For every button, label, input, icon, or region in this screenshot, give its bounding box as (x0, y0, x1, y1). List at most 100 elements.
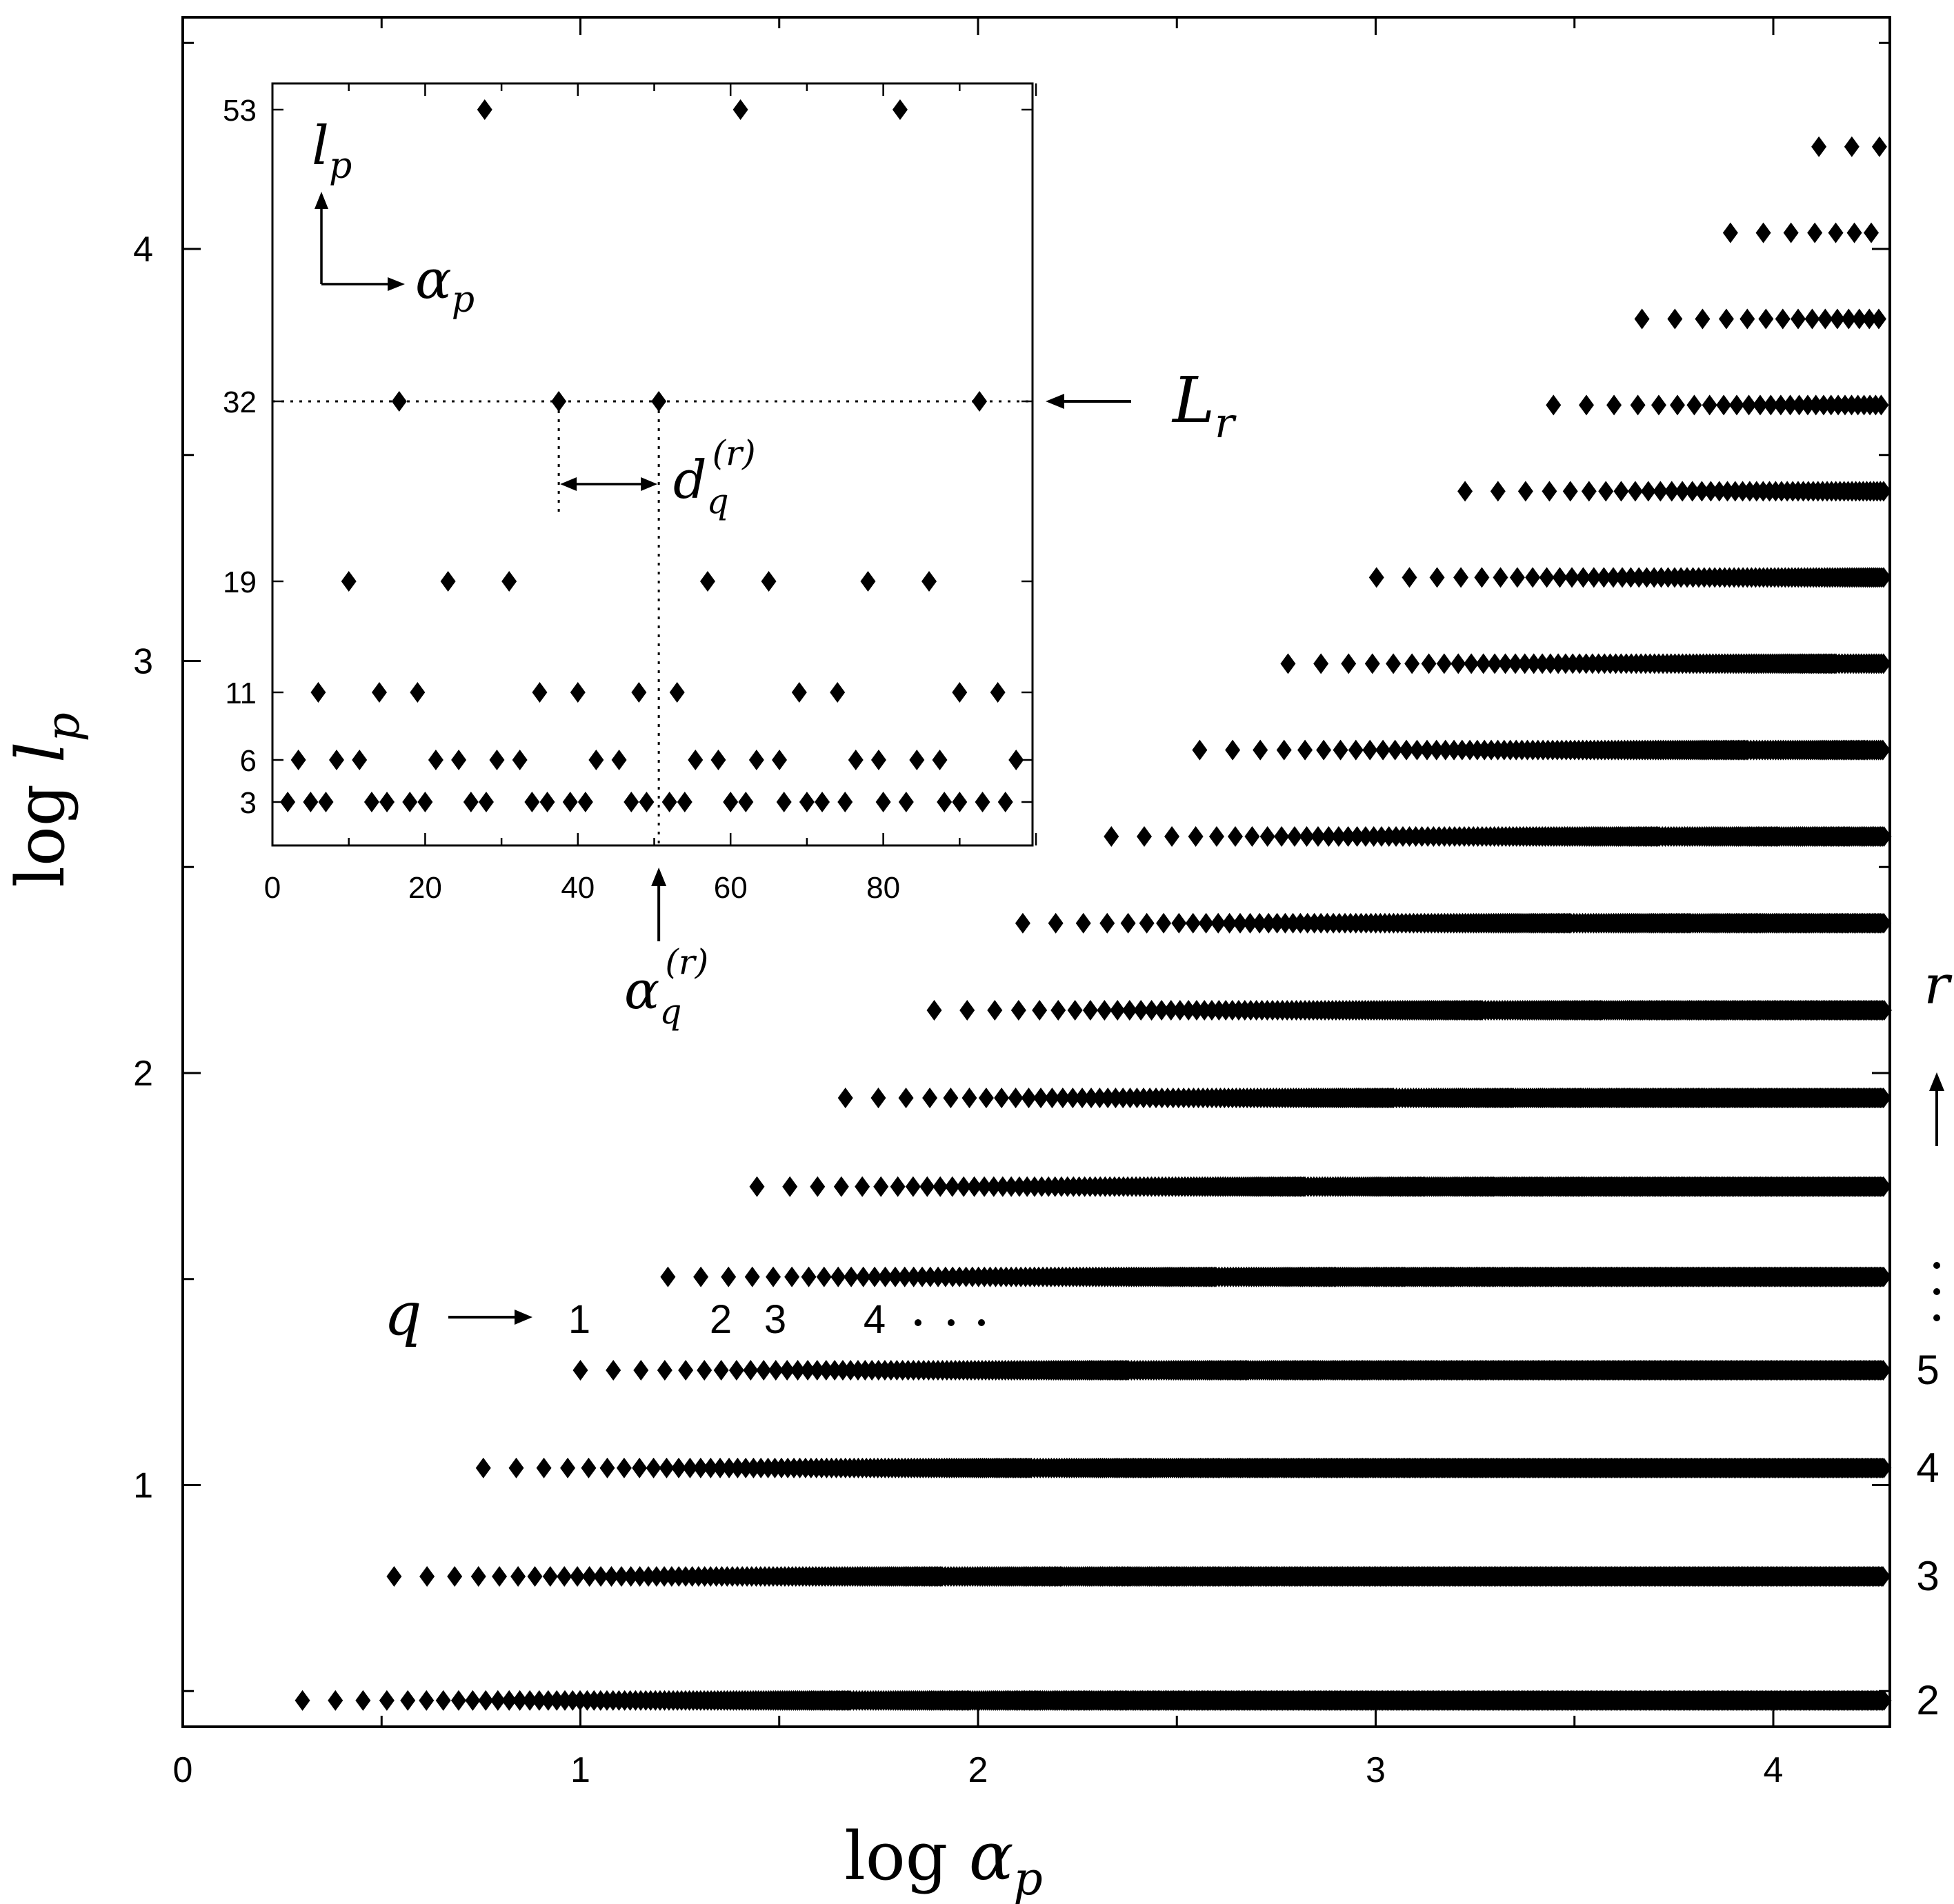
data-point (1330, 826, 1346, 848)
data-point (1875, 1088, 1891, 1109)
data-point (943, 1088, 959, 1109)
data-point (616, 1457, 632, 1479)
series-r-8 (837, 1088, 1891, 1109)
data-point (478, 1690, 494, 1711)
data-point (977, 1176, 993, 1197)
y-tick-label: 3 (133, 642, 153, 682)
data-point (1198, 912, 1214, 934)
data-point (470, 1566, 486, 1587)
data-point (632, 1566, 648, 1587)
data-point (1015, 912, 1030, 934)
data-point (800, 1359, 816, 1381)
data-point (1010, 1000, 1026, 1021)
data-point (508, 1457, 524, 1479)
series-r-7 (749, 1176, 1891, 1197)
data-point (867, 1266, 883, 1287)
data-point (1065, 1088, 1081, 1109)
data-point (1349, 826, 1365, 848)
data-point (833, 1176, 849, 1197)
data-point (1164, 826, 1180, 848)
data-point (465, 1690, 481, 1711)
data-point (386, 1566, 402, 1587)
data-point (766, 1266, 781, 1287)
data-point (713, 1359, 729, 1381)
x-tick-label: 3 (1366, 1750, 1386, 1790)
data-point (1409, 739, 1425, 761)
data-point (887, 1266, 903, 1287)
data-point (1454, 739, 1470, 761)
data-point (1366, 826, 1382, 848)
series-r-12 (1192, 739, 1891, 761)
data-point (671, 1457, 687, 1479)
plot-frame (181, 16, 1891, 1728)
data-point (922, 1088, 938, 1109)
data-point (1419, 739, 1435, 761)
data-point (956, 1176, 972, 1197)
data-point (944, 1176, 960, 1197)
data-point (1225, 739, 1241, 761)
data-point (581, 1566, 597, 1587)
data-point (790, 1359, 806, 1381)
data-point (768, 1359, 784, 1381)
data-point (557, 1566, 572, 1587)
data-point (1876, 826, 1892, 848)
data-point (1269, 912, 1285, 934)
data-point (728, 1359, 744, 1381)
y-axis-label: log lp (2, 712, 90, 887)
data-point (744, 1266, 760, 1287)
data-point (1437, 739, 1453, 761)
data-point (1446, 739, 1462, 761)
data-point (827, 1359, 843, 1381)
data-point (1120, 912, 1136, 934)
data-point (606, 1359, 621, 1381)
series-r-11 (1104, 826, 1892, 848)
data-point (1232, 912, 1248, 934)
data-point (599, 1457, 615, 1479)
data-point (870, 1088, 886, 1109)
data-point (660, 1266, 676, 1287)
data-point (966, 1176, 982, 1197)
data-point (1121, 1000, 1137, 1021)
data-point (419, 1690, 435, 1711)
data-point (1259, 826, 1275, 848)
data-point (501, 1690, 517, 1711)
data-point (657, 1359, 672, 1381)
data-point (1208, 826, 1224, 848)
data-point (1228, 826, 1244, 848)
data-point (1033, 1088, 1049, 1109)
data-point (540, 1690, 556, 1711)
data-point (1261, 912, 1277, 934)
y-tick-label: 4 (133, 230, 153, 270)
data-point (1876, 1457, 1892, 1479)
x-axis-label: log αp (844, 1818, 1043, 1904)
data-point (1875, 1566, 1891, 1587)
series-r-3 (386, 1566, 1891, 1587)
data-point (1188, 1000, 1204, 1021)
data-point (1139, 912, 1155, 934)
data-point (915, 1266, 930, 1287)
data-point (995, 1176, 1010, 1197)
data-point (355, 1690, 371, 1711)
data-point (633, 1359, 649, 1381)
data-point (986, 1176, 1001, 1197)
data-point (1092, 1088, 1108, 1109)
data-point (295, 1690, 310, 1711)
data-point (818, 1359, 834, 1381)
data-point (475, 1457, 491, 1479)
x-tick-label: 4 (1764, 1750, 1784, 1790)
data-point (1171, 912, 1187, 934)
data-point (522, 1690, 538, 1711)
data-point (801, 1266, 817, 1287)
data-point (712, 1457, 728, 1479)
data-point (560, 1457, 576, 1479)
data-point (1428, 739, 1444, 761)
data-point (1104, 826, 1119, 848)
data-point (1156, 912, 1172, 934)
data-point (1099, 912, 1115, 934)
data-point (490, 1690, 506, 1711)
data-point (890, 1176, 906, 1197)
data-point (623, 1566, 639, 1587)
data-point (959, 1000, 975, 1021)
data-point (922, 1266, 938, 1287)
data-point (844, 1266, 859, 1287)
